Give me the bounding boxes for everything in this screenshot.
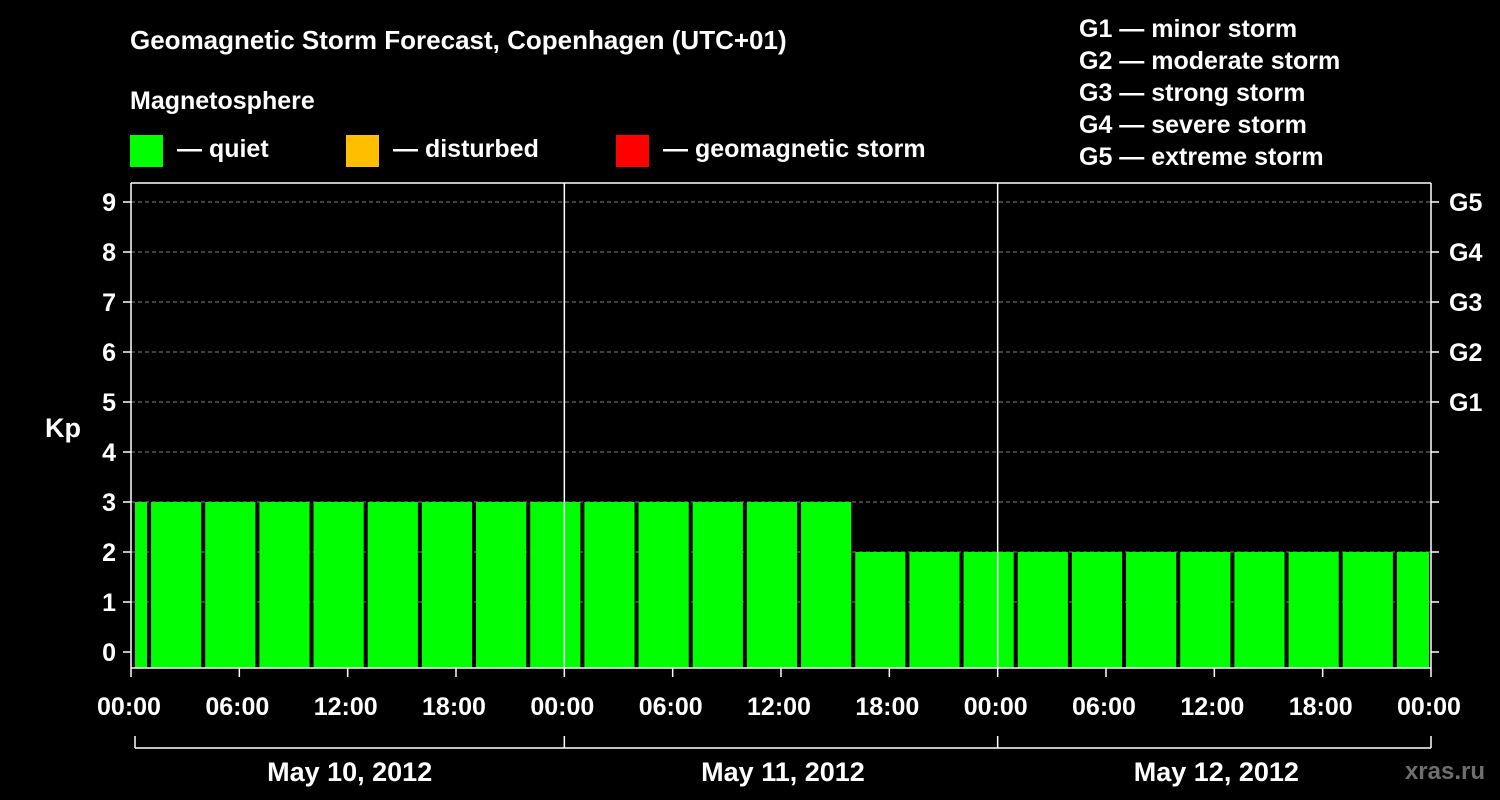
y-tick-label: 1 — [102, 589, 116, 617]
kp-bar — [1071, 552, 1123, 668]
kp-bar — [367, 502, 418, 668]
y-tick-label: 3 — [102, 489, 116, 517]
x-tick-label: 06:00 — [639, 693, 703, 721]
legend-label-storm: — geomagnetic storm — [663, 135, 926, 163]
x-tick-labels: 00:00 06:00 12:00 18:00 00:00 06:00 12:00 18:00… — [97, 693, 1461, 721]
y-tick-label: 5 — [102, 389, 116, 417]
y-tick-label: 6 — [102, 339, 116, 367]
kp-bar — [151, 502, 202, 668]
kp-bar — [909, 552, 960, 668]
kp-bar — [746, 502, 798, 668]
legend-label-disturbed: — disturbed — [393, 135, 539, 163]
x-tick-label: 12:00 — [747, 693, 811, 721]
y-tick-labels: 0 1 2 3 4 5 6 7 8 9 — [102, 189, 116, 667]
kp-bar — [1342, 552, 1393, 668]
x-tick-label: 12:00 — [314, 693, 378, 721]
chart-title: Geomagnetic Storm Forecast, Copenhagen (… — [130, 25, 787, 55]
kp-bar — [963, 552, 1014, 668]
y-tick-label: 8 — [102, 239, 116, 267]
storm-level-label: G4 — [1449, 239, 1482, 267]
storm-level-label: G2 — [1449, 339, 1482, 367]
kp-bar — [135, 502, 148, 668]
kp-bar — [530, 502, 581, 668]
kp-bar — [584, 502, 635, 668]
legend-swatch-disturbed — [346, 135, 379, 167]
kp-bar — [692, 502, 743, 668]
y-tick-label: 0 — [102, 639, 116, 667]
kp-bar — [1396, 552, 1429, 668]
storm-scale-g4: G4 — severe storm — [1079, 111, 1307, 139]
kp-bar — [1017, 552, 1068, 668]
kp-bar — [1126, 552, 1177, 668]
kp-bar — [1288, 552, 1339, 668]
storm-level-tick-labels: G1 G2 G3 G4 G5 — [1449, 189, 1482, 417]
status-legend: — quiet — disturbed — geomagnetic storm — [130, 135, 926, 167]
storm-scale-g5: G5 — extreme storm — [1079, 143, 1324, 171]
storm-scale-g1: G1 — minor storm — [1079, 15, 1297, 43]
axes — [123, 182, 1439, 749]
x-tick-label: 00:00 — [97, 693, 161, 721]
section-label: Magnetosphere — [130, 87, 315, 115]
kp-bar — [421, 502, 473, 668]
date-label: May 12, 2012 — [1134, 757, 1299, 787]
storm-level-label: G1 — [1449, 389, 1482, 417]
kp-bar — [1234, 552, 1285, 668]
date-labels: May 10, 2012 May 11, 2012 May 12, 2012 — [267, 757, 1299, 787]
x-tick-label: 12:00 — [1180, 693, 1244, 721]
x-tick-label: 18:00 — [422, 693, 486, 721]
x-tick-label: 00:00 — [964, 693, 1028, 721]
kp-bar — [476, 502, 527, 668]
y-tick-label: 2 — [102, 539, 116, 567]
y-tick-label: 9 — [102, 189, 116, 217]
x-tick-label: 18:00 — [855, 693, 919, 721]
storm-level-label: G3 — [1449, 289, 1482, 317]
storm-scale-g3: G3 — strong storm — [1079, 79, 1305, 107]
x-tick-label: 00:00 — [1397, 693, 1461, 721]
x-tick-label: 00:00 — [530, 693, 594, 721]
storm-level-label: G5 — [1449, 189, 1482, 217]
storm-scale-g2: G2 — moderate storm — [1079, 47, 1340, 75]
date-label: May 11, 2012 — [701, 757, 865, 787]
y-axis-label: Kp — [45, 413, 81, 443]
date-label: May 10, 2012 — [267, 757, 432, 787]
kp-bar — [801, 502, 852, 668]
x-tick-label: 06:00 — [205, 693, 269, 721]
legend-swatch-storm — [616, 135, 649, 167]
legend-label-quiet: — quiet — [177, 135, 269, 163]
kp-bar — [313, 502, 364, 668]
kp-bar — [855, 552, 906, 668]
bars — [135, 502, 1429, 668]
x-tick-label: 06:00 — [1072, 693, 1136, 721]
kp-bar — [1180, 552, 1231, 668]
kp-bar — [205, 502, 256, 668]
legend-swatch-quiet — [130, 135, 163, 167]
kp-bar — [638, 502, 689, 668]
watermark: xras.ru — [1405, 758, 1485, 785]
y-tick-label: 7 — [102, 289, 116, 317]
y-tick-label: 4 — [102, 439, 116, 467]
kp-bar — [259, 502, 310, 668]
x-tick-label: 18:00 — [1289, 693, 1353, 721]
storm-scale-legend: G1 — minor storm G2 — moderate storm G3 … — [1079, 15, 1340, 171]
